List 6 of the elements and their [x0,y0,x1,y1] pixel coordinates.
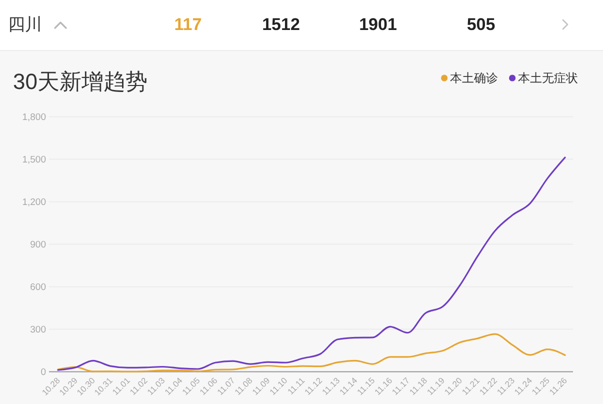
title: 30天新增趋势 [13,69,148,94]
annotation: 1901 [359,15,397,34]
annotation: 505 [466,15,496,34]
annotation: 1512 [262,15,300,34]
annotation: 四川 [8,15,42,34]
annotation: 117 [174,15,202,34]
